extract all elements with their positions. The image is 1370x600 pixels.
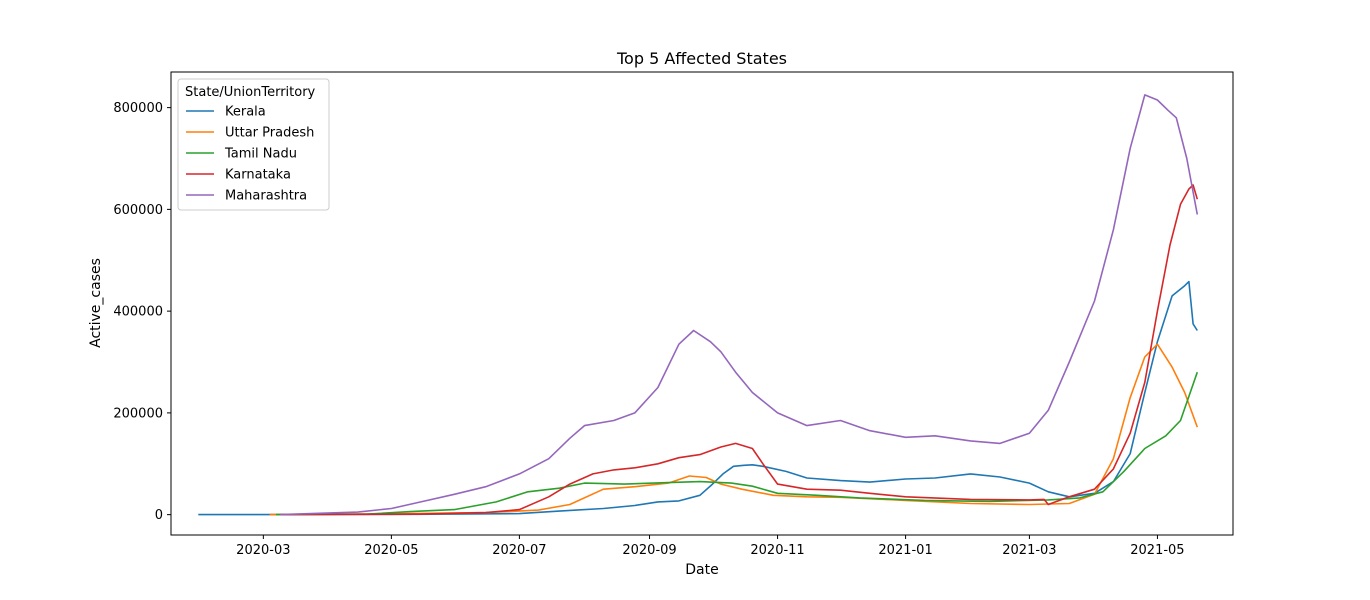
plot-area-frame: [170, 71, 1234, 536]
chart-title: Top 5 Affected States: [616, 49, 787, 68]
x-tick-label: 2020-07: [492, 543, 546, 558]
series-lines: [198, 94, 1199, 516]
y-axis-ticks: 0 200000 400000 600000 800000: [113, 101, 171, 523]
legend-label-maharashtra: Maharashtra: [225, 189, 307, 204]
legend-label-kerala: Kerala: [225, 105, 266, 120]
legend-label-tamil-nadu: Tamil Nadu: [224, 147, 297, 162]
y-tick-label: 200000: [113, 406, 163, 421]
x-tick-label: 2020-03: [236, 543, 290, 558]
x-axis-label: Date: [685, 562, 718, 578]
series-line-tamil-nadu: [275, 371, 1199, 516]
series-line-karnataka: [280, 184, 1199, 516]
y-tick-label: 800000: [113, 101, 163, 116]
series-line-uttar-pradesh: [269, 343, 1199, 516]
legend-label-karnataka: Karnataka: [225, 168, 291, 183]
y-tick-label: 600000: [113, 203, 163, 218]
x-tick-label: 2021-05: [1130, 543, 1184, 558]
x-axis-ticks: 2020-03 2020-05 2020-07 2020-09 2020-11 2021-…: [236, 535, 1185, 558]
legend-title: State/UnionTerritory: [185, 85, 316, 100]
y-tick-label: 400000: [113, 305, 163, 320]
x-tick-label: 2021-03: [1002, 543, 1056, 558]
legend: State/UnionTerritory Kerala Uttar Pradesh…: [177, 78, 330, 211]
y-axis-label: Active_cases: [88, 258, 104, 348]
series-line-kerala: [198, 280, 1198, 516]
y-tick-label: 0: [155, 508, 163, 523]
x-tick-label: 2020-09: [622, 543, 676, 558]
x-tick-label: 2021-01: [878, 543, 932, 558]
x-tick-label: 2020-11: [750, 543, 804, 558]
x-tick-label: 2020-05: [364, 543, 418, 558]
series-line-maharashtra: [280, 94, 1199, 516]
legend-label-uttar-pradesh: Uttar Pradesh: [225, 126, 314, 141]
legend-box: [177, 78, 330, 211]
